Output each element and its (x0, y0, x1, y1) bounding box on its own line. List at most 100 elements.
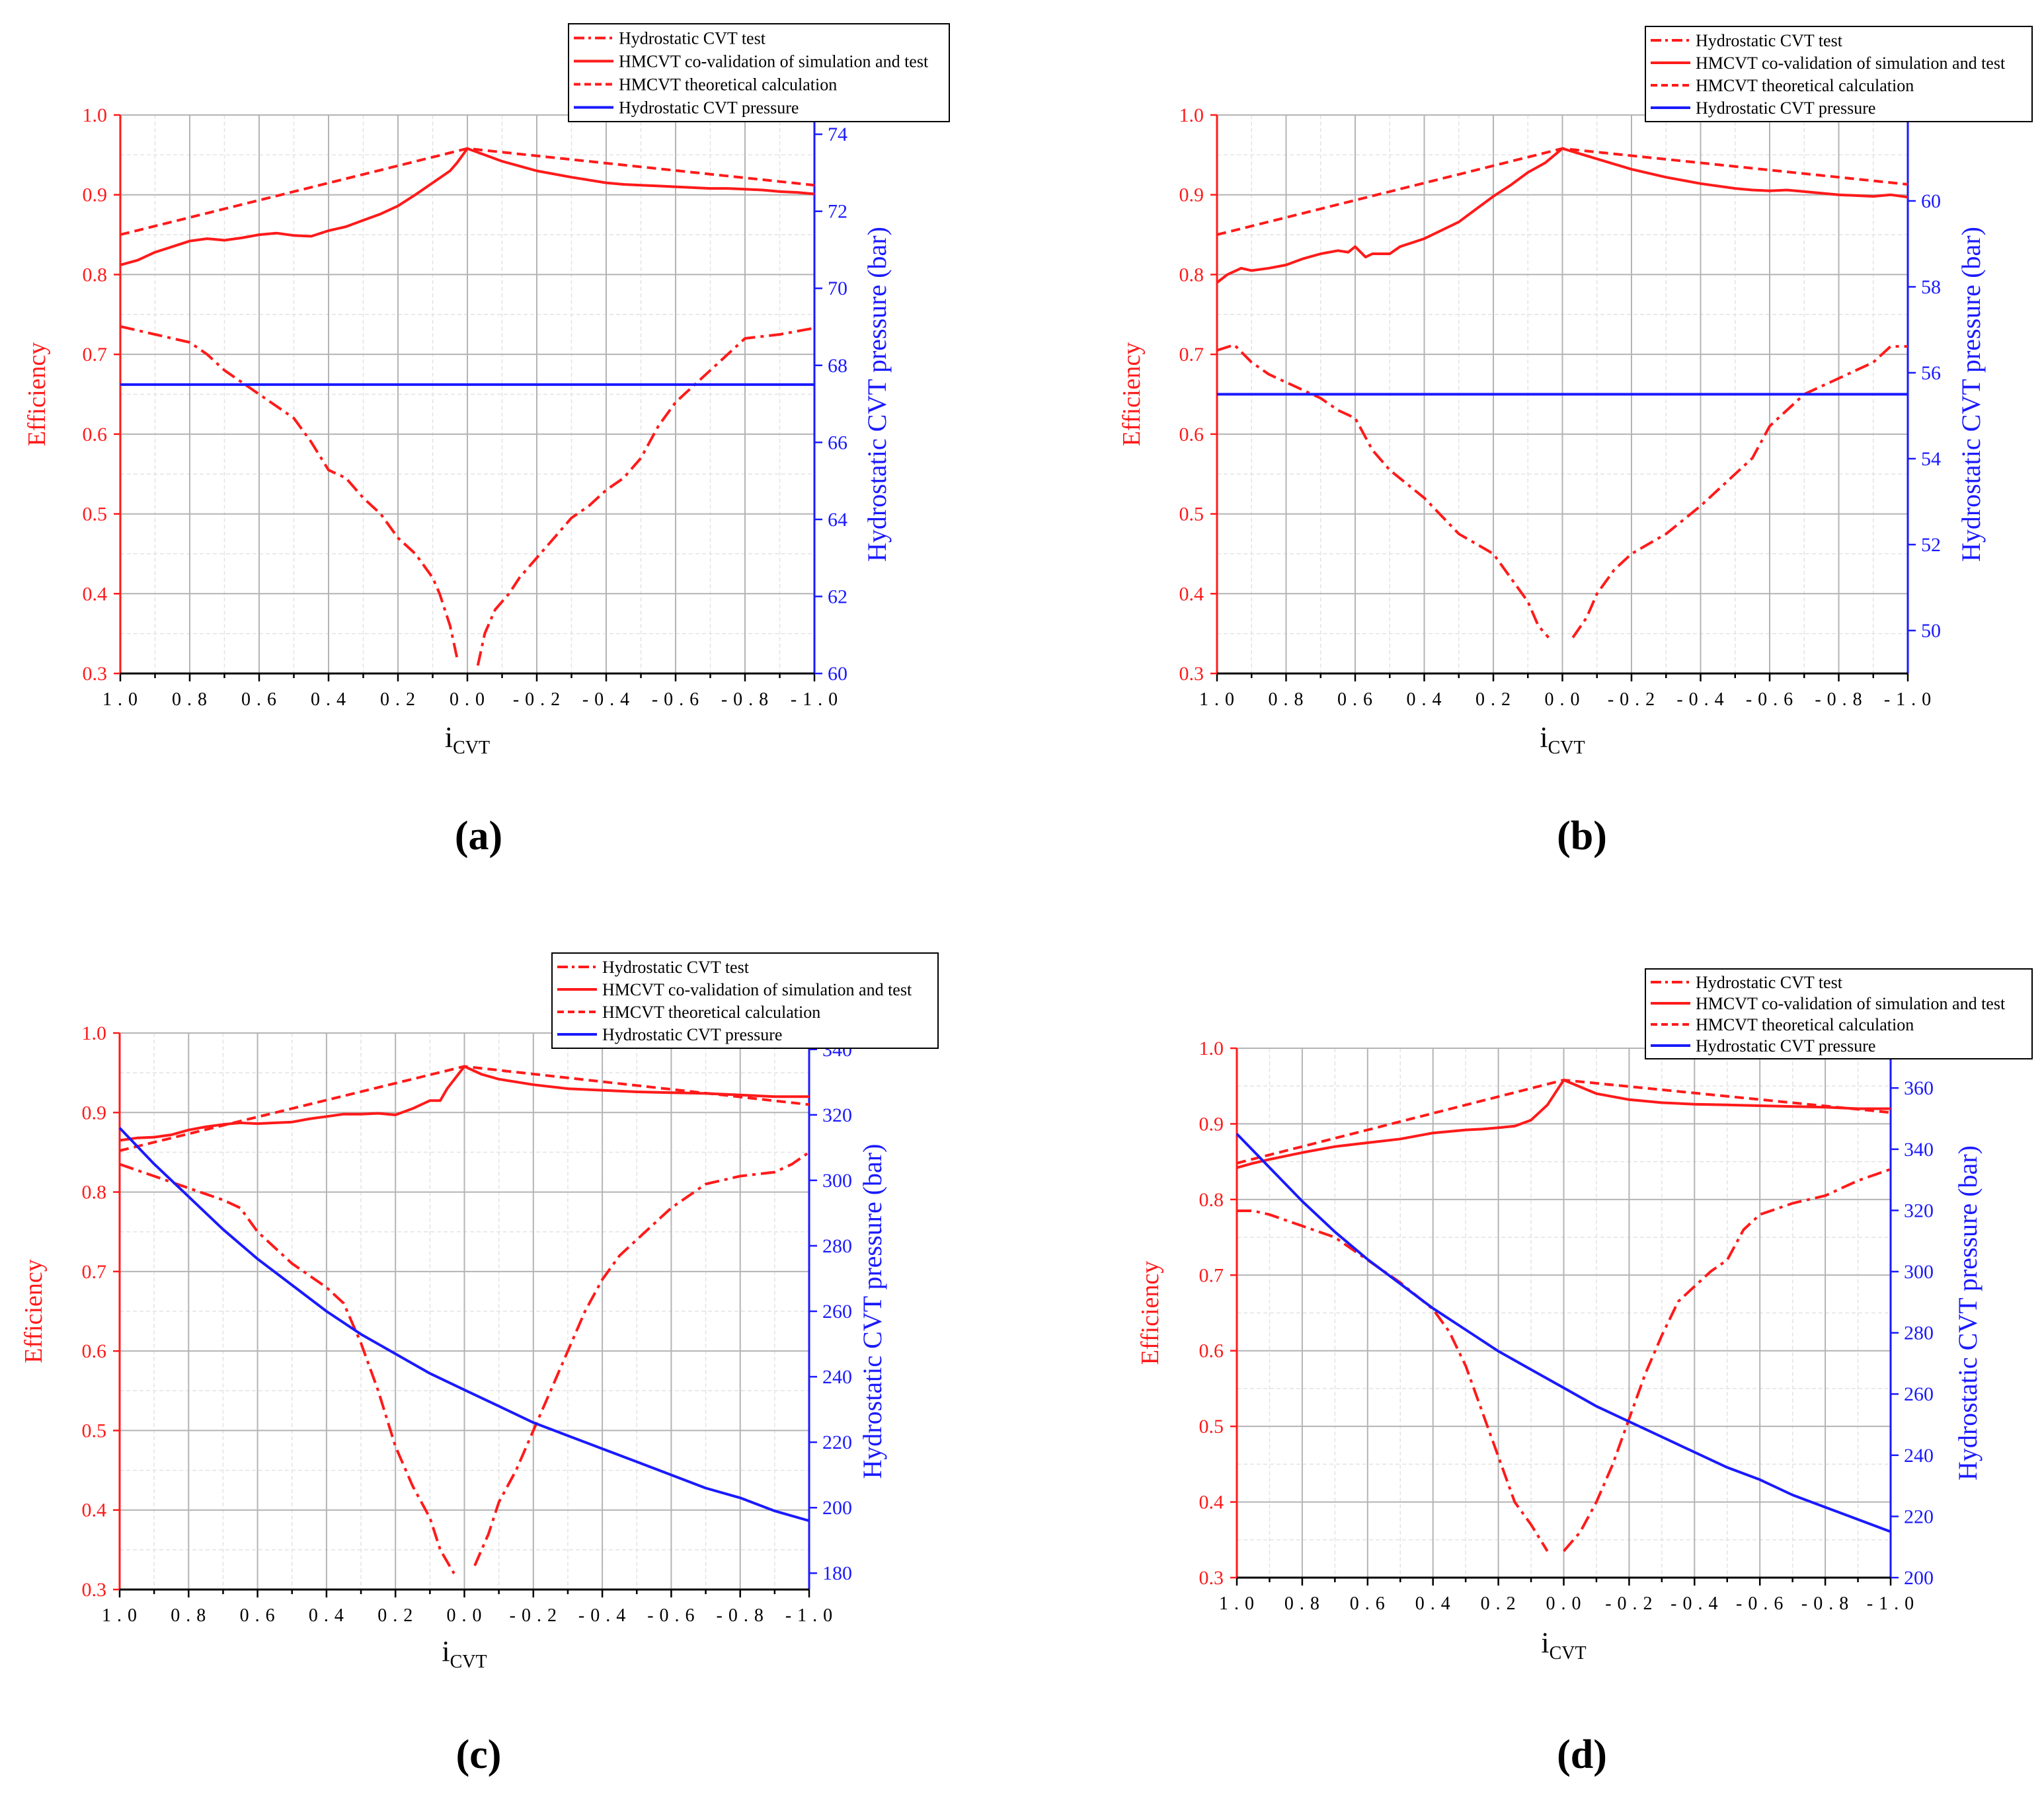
y-tick-label: 0.9 (83, 184, 108, 206)
x-tick-label: - 1 . 0 (1884, 689, 1932, 710)
x-tick-label: 0 . 4 (1407, 689, 1442, 710)
legend-entry: Hydrostatic CVT pressure (602, 1025, 782, 1044)
chart-panel-1: 1 . 0 0 . 8 0 . 6 0 . 4 0 . 2 0 . 0 - 0 . 2 - 0… (23, 23, 950, 859)
y2-tick-label: 320 (1904, 1200, 1934, 1221)
y-tick-label: 0.4 (82, 1500, 107, 1521)
y-tick-label: 0.4 (1199, 1492, 1224, 1514)
y-tick-label: 0.3 (82, 1579, 107, 1601)
legend: Hydrostatic CVT test HMCVT co-validation … (1645, 26, 2033, 122)
y-tick-label: 0.6 (82, 1340, 107, 1362)
legend-entry: HMCVT theoretical calculation (1696, 76, 1914, 95)
y2-tick-label: 54 (1921, 448, 1941, 470)
series-line-hmcvt-theoretical-calculation-1 (120, 147, 815, 237)
y2-tick-label: 200 (1904, 1567, 1934, 1589)
x-tick-label: 0 . 6 (1350, 1593, 1386, 1614)
y-tick-label: 0.5 (1179, 504, 1204, 525)
x-tick-label: 0 . 8 (1269, 689, 1304, 710)
y-tick-label: 0.7 (1179, 344, 1204, 365)
y2-tick-label: 360 (1904, 1077, 1934, 1099)
chart-panel-4: 1 . 0 0 . 8 0 . 6 0 . 4 0 . 2 0 . 0 - 0 . 2 - 0… (1136, 968, 2033, 1777)
y2-tick-label: 300 (822, 1170, 852, 1192)
legend-box (551, 952, 939, 1049)
x-tick-label: - 0 . 2 (1608, 689, 1655, 710)
y-tick-label: 0.3 (1179, 663, 1204, 685)
x-tick-label: 0 . 6 (240, 1605, 276, 1626)
x-tick-label: - 0 . 6 (1746, 689, 1793, 710)
y2-tick-label: 74 (828, 124, 847, 145)
x-tick-label: - 0 . 8 (721, 689, 769, 710)
x-tick-label: - 0 . 4 (582, 689, 630, 710)
y2-tick-label: 60 (828, 663, 847, 685)
y2-tick-label: 280 (1904, 1323, 1934, 1344)
legend-entry: Hydrostatic CVT test (619, 29, 766, 48)
legend-entry: Hydrostatic CVT test (602, 958, 750, 977)
x-tick-label: 1 . 0 (102, 1605, 138, 1626)
x-axis-title: iCVT (1541, 1627, 1586, 1664)
y2-tick-label: 240 (1904, 1445, 1934, 1467)
x-tick-label: - 1 . 0 (1867, 1593, 1914, 1614)
x-axis-title-sub: CVT (1550, 1643, 1587, 1664)
series-line-hydrostatic-cvt-test-2 (473, 1151, 810, 1566)
x-tick-label: 1 . 0 (1219, 1593, 1255, 1614)
panel-label: (c) (456, 1732, 502, 1777)
y2-tick-label: 260 (822, 1301, 852, 1323)
legend-box (568, 23, 950, 122)
x-tick-label: - 0 . 6 (652, 689, 699, 710)
legend-entry: HMCVT theoretical calculation (1696, 1015, 1914, 1034)
y-tick-label: 0.3 (1199, 1567, 1224, 1589)
y2-tick-label: 280 (822, 1235, 852, 1257)
legend: Hydrostatic CVT test HMCVT co-validation … (1645, 968, 2033, 1059)
y2-tick-label: 320 (822, 1104, 852, 1126)
x-tick-label: 0 . 0 (1546, 1593, 1582, 1614)
x-axis-title-sub: CVT (453, 738, 490, 758)
y2-tick-label: 66 (828, 432, 847, 453)
y2-tick-label: 52 (1921, 534, 1941, 556)
y2-tick-label: 340 (1904, 1139, 1934, 1161)
y-tick-label: 0.3 (83, 663, 108, 685)
series-line-hydrostatic-cvt-pressure-1 (1236, 1133, 1891, 1533)
series-line-hydrostatic-cvt-test-1 (1237, 1209, 1549, 1552)
y2-tick-label: 240 (822, 1366, 852, 1388)
y-tick-label: 0.9 (1199, 1113, 1224, 1135)
y-tick-label: 0.4 (83, 583, 108, 605)
y-tick-label: 0.7 (82, 1261, 107, 1283)
x-axis-title-main: i (442, 1635, 450, 1668)
panel-label: (d) (1557, 1732, 1607, 1777)
y2-tick-label: 70 (828, 278, 847, 299)
y-axis-title: Efficiency (1118, 342, 1146, 447)
y-tick-label: 0.4 (1179, 583, 1204, 605)
y2-tick-label: 220 (1904, 1506, 1934, 1527)
x-axis-title: iCVT (445, 721, 490, 758)
x-axis-title: iCVT (442, 1635, 487, 1672)
y-tick-label: 0.8 (1199, 1189, 1224, 1211)
x-tick-label: - 0 . 6 (647, 1605, 695, 1626)
x-tick-label: - 0 . 8 (717, 1605, 764, 1626)
x-axis-title: iCVT (1540, 721, 1585, 758)
y-axis-title: Efficiency (23, 342, 51, 447)
y-tick-label: 0.6 (1199, 1340, 1224, 1362)
legend-entry: HMCVT theoretical calculation (619, 75, 837, 95)
series-line-hydrostatic-cvt-pressure-1 (118, 1127, 810, 1522)
x-tick-label: 0 . 8 (172, 689, 208, 710)
y2-tick-label: 300 (1904, 1261, 1934, 1283)
y-tick-label: 1.0 (83, 104, 108, 126)
series-line-hydrostatic-cvt-test-1 (120, 325, 459, 658)
series-line-hmcvt-theoretical-calculation-1 (1216, 147, 1908, 237)
y2-axis-title: Hydrostatic CVT pressure (bar) (862, 227, 892, 562)
series-line-hydrostatic-cvt-test-1 (119, 1163, 455, 1574)
x-tick-label: - 0 . 8 (1801, 1593, 1849, 1614)
y-tick-label: 0.6 (1179, 424, 1204, 445)
panel-label: (a) (455, 814, 502, 859)
x-tick-label: 0 . 0 (447, 1605, 483, 1626)
y2-tick-label: 220 (822, 1432, 852, 1453)
y2-axis-title: Hydrostatic CVT pressure (bar) (1953, 1145, 1983, 1480)
x-tick-label: - 0 . 4 (1671, 1593, 1718, 1614)
y2-tick-label: 200 (822, 1497, 852, 1519)
y2-tick-label: 64 (828, 509, 847, 531)
y-tick-label: 0.8 (82, 1182, 107, 1204)
x-tick-label: 1 . 0 (1199, 689, 1235, 710)
legend-entry: Hydrostatic CVT pressure (1696, 98, 1875, 118)
legend-entry: HMCVT co-validation of simulation and te… (1696, 994, 2006, 1013)
x-tick-label: 0 . 0 (450, 689, 485, 710)
